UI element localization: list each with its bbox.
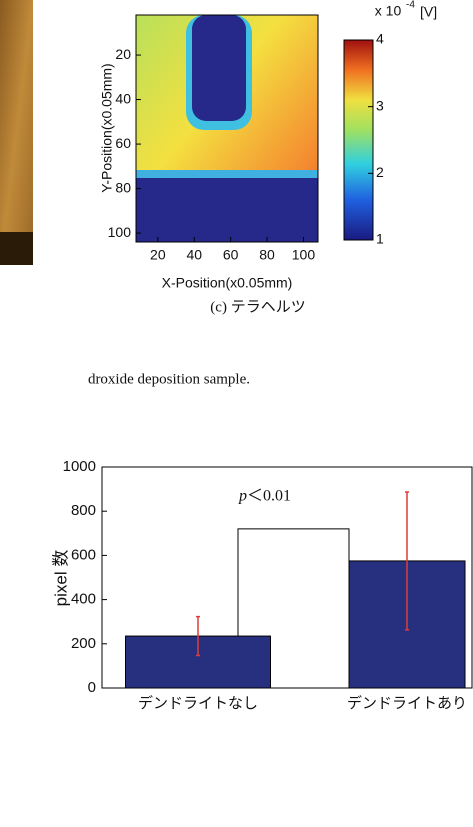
error-bar bbox=[196, 615, 200, 657]
significance-bracket bbox=[237, 528, 350, 637]
y-tick-label: 20 bbox=[115, 46, 131, 62]
annotation-var: p bbox=[238, 488, 247, 505]
x-tick-label: 40 bbox=[186, 247, 202, 263]
colorbar-tick-label: 3 bbox=[376, 97, 384, 113]
y-tick-label: 0 bbox=[88, 679, 96, 696]
x-tick-label: 60 bbox=[223, 247, 239, 263]
y-tick-label: 200 bbox=[71, 635, 96, 652]
colorbar-tick-label: 1 bbox=[376, 231, 384, 247]
heatmap-image bbox=[136, 15, 318, 242]
colorbar-label: x 10 bbox=[375, 3, 402, 19]
y-axis-label: Y-Position(x0.05mm) bbox=[99, 63, 115, 192]
annotation: ＜0.01 bbox=[247, 488, 291, 505]
x-axis-label: X-Position(x0.05mm) bbox=[162, 275, 293, 291]
y-tick-label: 600 bbox=[71, 546, 96, 563]
x-tick-label: 80 bbox=[259, 247, 275, 263]
photo-dark bbox=[0, 232, 33, 265]
error-bar bbox=[405, 491, 409, 631]
figure-caption: droxide deposition sample. bbox=[88, 371, 250, 387]
x-tick-label: 20 bbox=[150, 247, 166, 263]
x-tick-label: デンドライトなし bbox=[138, 694, 258, 712]
x-tick-label: 100 bbox=[292, 247, 316, 263]
y-tick-label: 100 bbox=[108, 224, 132, 240]
colorbar bbox=[343, 39, 374, 241]
y-tick-label: 400 bbox=[71, 591, 96, 608]
x-tick-label: デンドライトあり bbox=[347, 694, 467, 712]
colorbar-tick-label: 2 bbox=[376, 164, 384, 180]
colorbar-tick-label: 4 bbox=[376, 31, 384, 47]
photo bbox=[0, 0, 33, 265]
y-tick-label: 60 bbox=[115, 135, 131, 151]
y-tick-label: 40 bbox=[115, 90, 131, 106]
colorbar-exp: -4 bbox=[406, 0, 415, 11]
y-tick-label: 800 bbox=[71, 502, 96, 519]
colorbar-unit: [V] bbox=[420, 4, 437, 20]
caption: (c) テラヘルツ bbox=[210, 299, 305, 315]
plot-frame bbox=[101, 466, 473, 689]
y-tick-label: 1000 bbox=[63, 458, 96, 475]
y-tick-label: 80 bbox=[115, 179, 131, 195]
y-axis-label: pixel 数 bbox=[51, 550, 70, 607]
heatmap-frame bbox=[135, 14, 319, 243]
